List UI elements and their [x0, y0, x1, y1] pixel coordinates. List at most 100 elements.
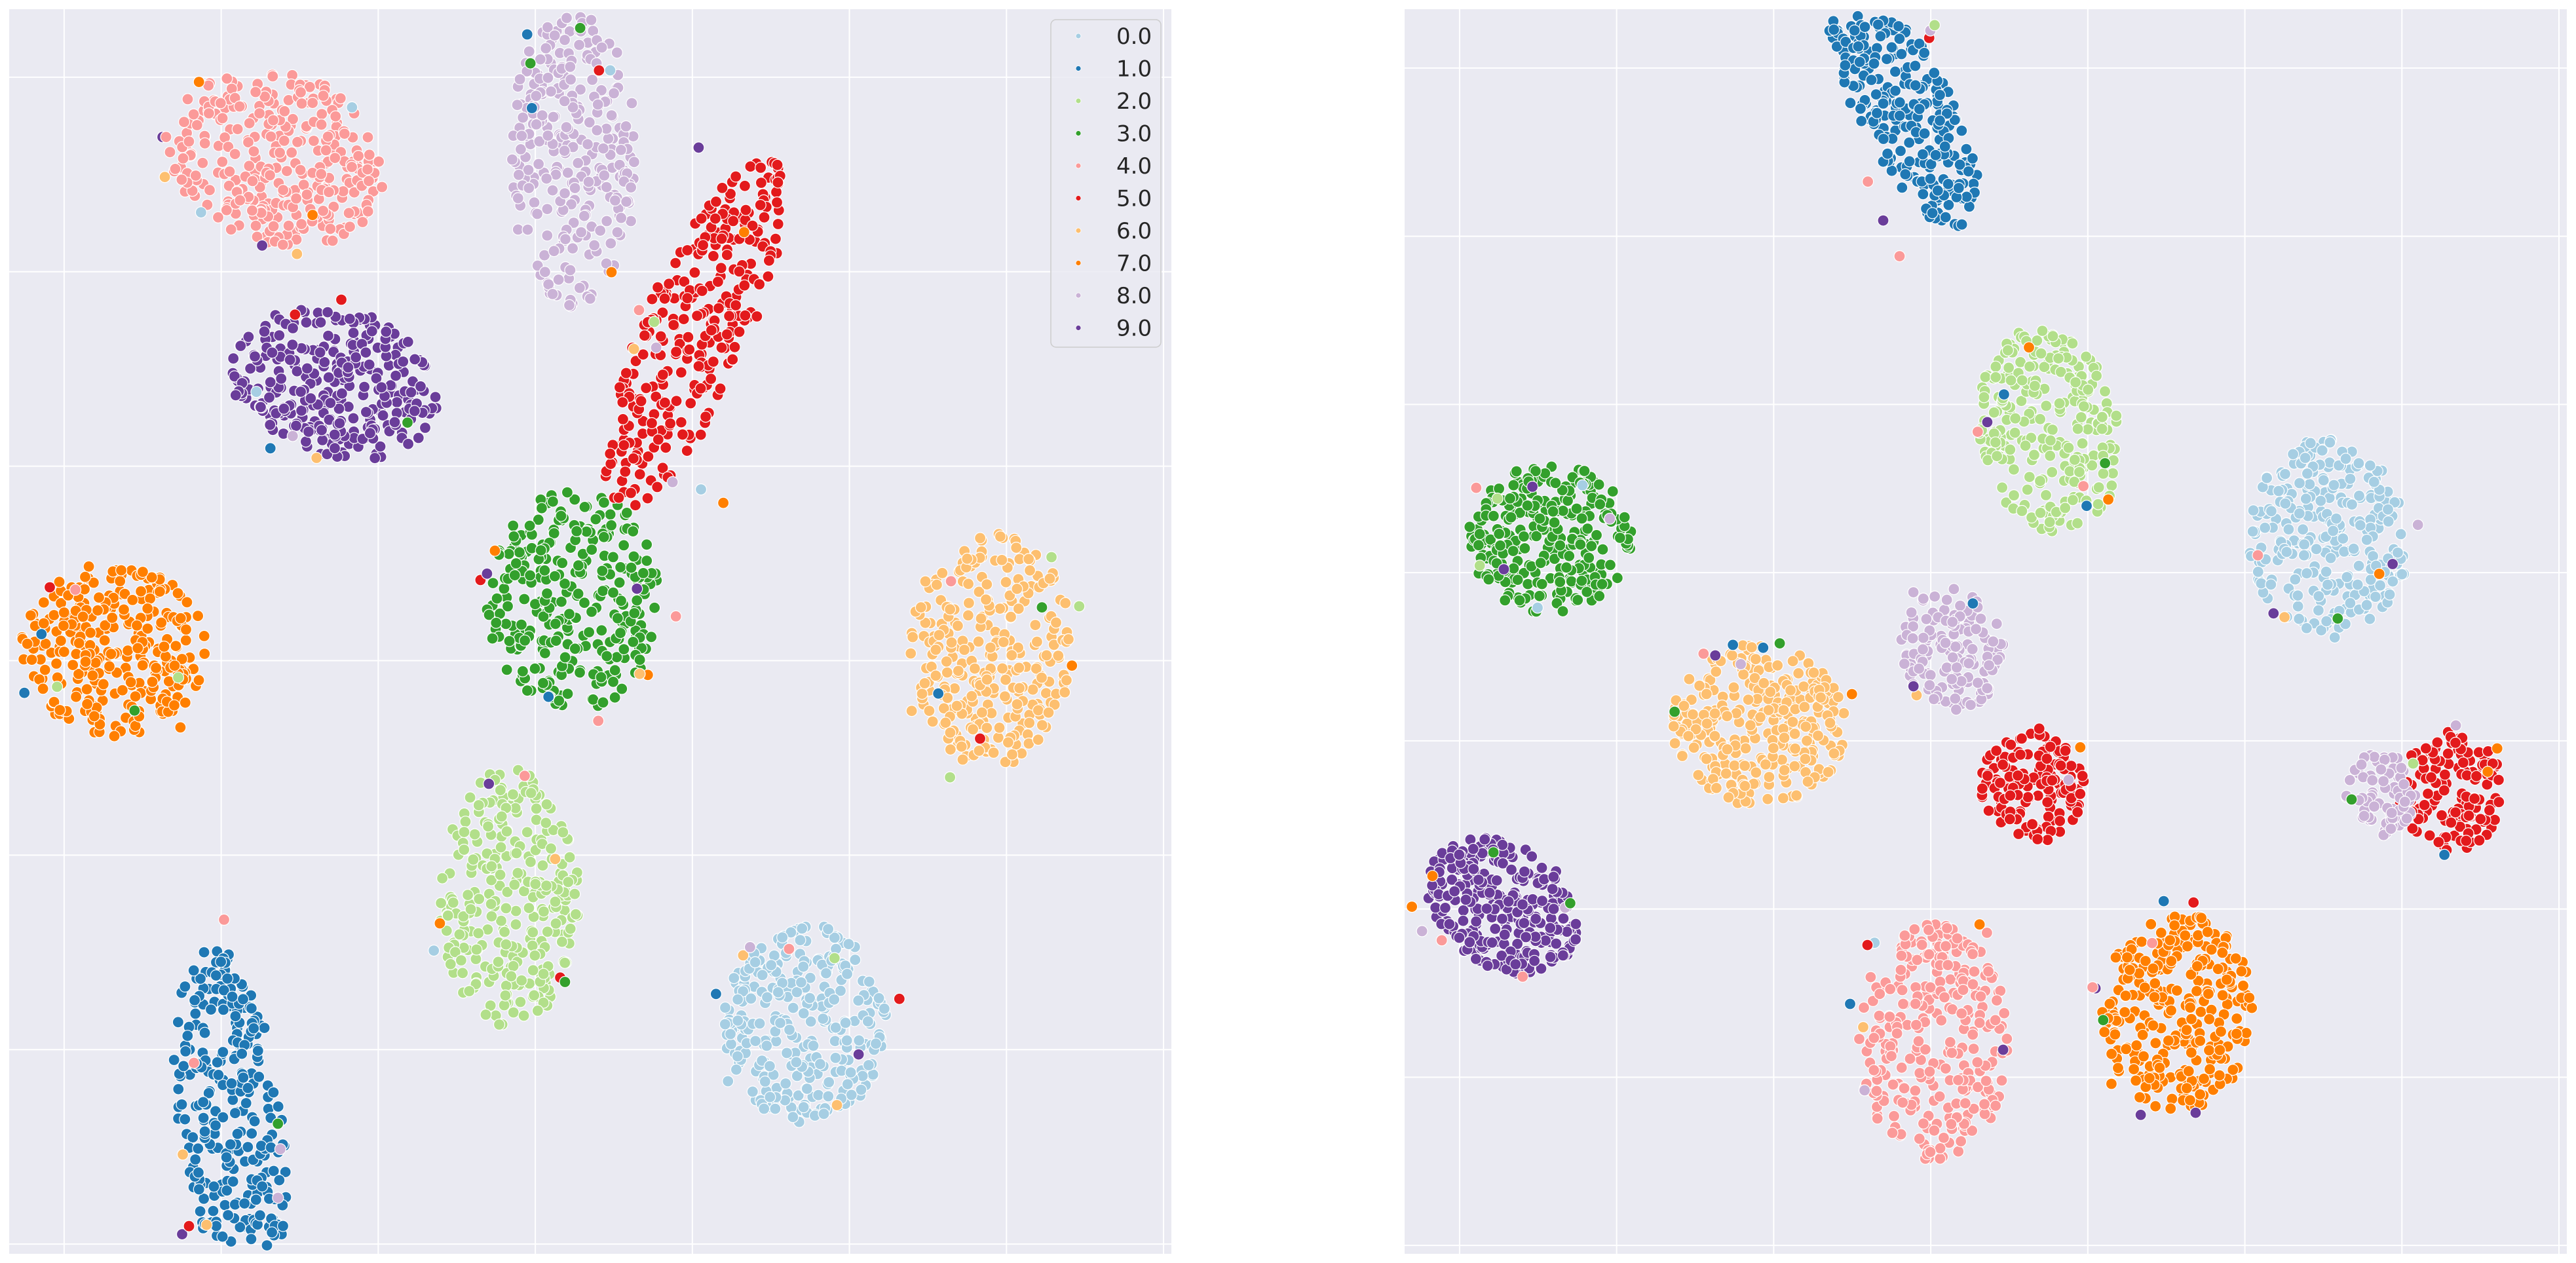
scatter-point-class-6-0: [1048, 698, 1061, 711]
scatter-point-class-5-0: [620, 367, 632, 379]
scatter-point-class-2-0: [50, 681, 64, 693]
scatter-point-class-3-0: [535, 502, 548, 514]
scatter-point-class-0-0: [764, 1091, 776, 1103]
scatter-point-class-4-0: [267, 114, 280, 126]
scatter-point-class-5-0: [658, 396, 672, 409]
scatter-point-class-5-0: [2004, 789, 2017, 802]
scatter-point-class-4-0: [231, 123, 244, 136]
scatter-point-class-3-0: [503, 635, 516, 647]
scatter-point-class-6-0: [930, 643, 942, 656]
scatter-point-class-8-0: [573, 282, 586, 294]
scatter-point-class-7-0: [146, 675, 159, 688]
scatter-point-class-3-0: [1606, 485, 1619, 498]
scatter-point-class-3-0: [597, 531, 610, 543]
scatter-point-class-9-0: [314, 346, 326, 359]
scatter-point-class-4-0: [1917, 1117, 1929, 1130]
scatter-point-class-0-0: [780, 1047, 793, 1059]
scatter-point-class-6-0: [987, 746, 1000, 759]
scatter-point-class-3-0: [1534, 557, 1547, 569]
scatter-point-class-2-0: [557, 826, 569, 839]
scatter-point-class-8-0: [572, 157, 584, 169]
scatter-point-class-2-0: [523, 901, 535, 914]
scatter-point-class-4-0: [1885, 1049, 1898, 1063]
scatter-point-class-3-0: [556, 557, 569, 569]
scatter-point-class-6-0: [1011, 698, 1023, 711]
scatter-point-class-8-0: [573, 39, 586, 51]
scatter-point-class-2-0: [2046, 466, 2058, 478]
scatter-point-class-2-0: [1073, 600, 1086, 613]
scatter-point-class-3-0: [561, 687, 574, 700]
scatter-point-class-4-0: [1934, 1152, 1946, 1165]
scatter-point-class-4-0: [1967, 1028, 1979, 1041]
scatter-point-class-7-0: [717, 497, 730, 509]
scatter-point-class-1-0: [1929, 149, 1942, 161]
scatter-point-class-1-0: [264, 442, 276, 455]
scatter-point-class-1-0: [272, 1101, 284, 1113]
scatter-point-class-9-0: [631, 582, 643, 595]
scatter-point-class-2-0: [1928, 19, 1941, 31]
scatter-point-class-1-0: [187, 1131, 199, 1144]
scatter-point-class-4-0: [1893, 250, 1906, 263]
scatter-point-class-1-0: [1899, 168, 1912, 181]
scatter-point-class-0-0: [2315, 495, 2327, 507]
scatter-point-class-5-0: [738, 279, 751, 292]
scatter-point-class-2-0: [1990, 371, 2002, 383]
scatter-point-class-1-0: [216, 1230, 229, 1243]
scatter-point-class-0-0: [731, 993, 744, 1006]
scatter-point-class-9-0: [1981, 416, 1994, 428]
scatter-point-class-9-0: [347, 327, 360, 339]
scatter-point-class-6-0: [1808, 666, 1820, 679]
scatter-point-class-1-0: [1844, 97, 1857, 109]
scatter-point-class-7-0: [115, 564, 128, 576]
scatter-point-class-1-0: [192, 1142, 204, 1155]
scatter-point-class-7-0: [172, 587, 184, 599]
scatter-point-class-7-0: [124, 676, 137, 688]
scatter-point-class-3-0: [640, 538, 653, 551]
scatter-point-class-3-0: [1570, 502, 1583, 515]
scatter-point-class-2-0: [447, 896, 459, 909]
scatter-point-class-2-0: [501, 886, 514, 898]
scatter-point-class-5-0: [727, 353, 739, 366]
scatter-point-class-4-0: [1697, 647, 1710, 660]
scatter-point-class-6-0: [936, 567, 949, 579]
scatter-point-class-7-0: [180, 634, 192, 647]
scatter-point-class-6-0: [941, 666, 953, 679]
scatter-point-class-2-0: [507, 960, 520, 972]
scatter-point-class-0-0: [787, 1111, 799, 1123]
scatter-point-class-9-0: [328, 442, 341, 455]
scatter-point-class-7-0: [37, 596, 50, 609]
scatter-point-class-4-0: [216, 155, 229, 168]
scatter-point-class-4-0: [214, 97, 227, 109]
scatter-point-class-7-0: [48, 609, 60, 622]
scatter-point-class-8-0: [516, 111, 529, 124]
scatter-point-class-6-0: [1040, 649, 1053, 662]
scatter-point-class-3-0: [272, 1118, 284, 1130]
scatter-point-class-6-0: [1789, 742, 1802, 755]
scatter-point-class-4-0: [246, 204, 258, 217]
scatter-point-class-4-0: [320, 144, 332, 157]
scatter-point-class-0-0: [2354, 519, 2366, 531]
scatter-point-class-2-0: [541, 926, 554, 938]
scatter-point-class-5-0: [751, 310, 763, 323]
scatter-point-class-2-0: [2096, 411, 2108, 423]
scatter-point-class-5-0: [733, 265, 746, 278]
scatter-point-class-1-0: [1844, 998, 1857, 1010]
scatter-point-class-4-0: [343, 207, 355, 219]
scatter-point-class-2-0: [2077, 400, 2090, 413]
scatter-point-class-3-0: [609, 691, 621, 704]
scatter-point-class-6-0: [973, 744, 985, 757]
scatter-point-class-0-0: [869, 1038, 882, 1050]
scatter-point-class-2-0: [2039, 489, 2053, 502]
scatter-point-class-0-0: [2281, 546, 2293, 558]
scatter-point-class-3-0: [582, 626, 596, 639]
scatter-point-class-9-0: [419, 421, 432, 434]
scatter-point-class-5-0: [658, 292, 671, 305]
scatter-point-class-1-0: [1913, 103, 1925, 115]
scatter-point-class-1-0: [237, 1071, 250, 1084]
scatter-point-class-3-0: [491, 592, 503, 605]
scatter-point-class-3-0: [1557, 504, 1569, 517]
scatter-point-class-2-0: [528, 989, 540, 1002]
scatter-point-class-4-0: [197, 157, 209, 169]
scatter-point-class-6-0: [994, 530, 1007, 543]
scatter-point-class-3-0: [537, 611, 550, 623]
